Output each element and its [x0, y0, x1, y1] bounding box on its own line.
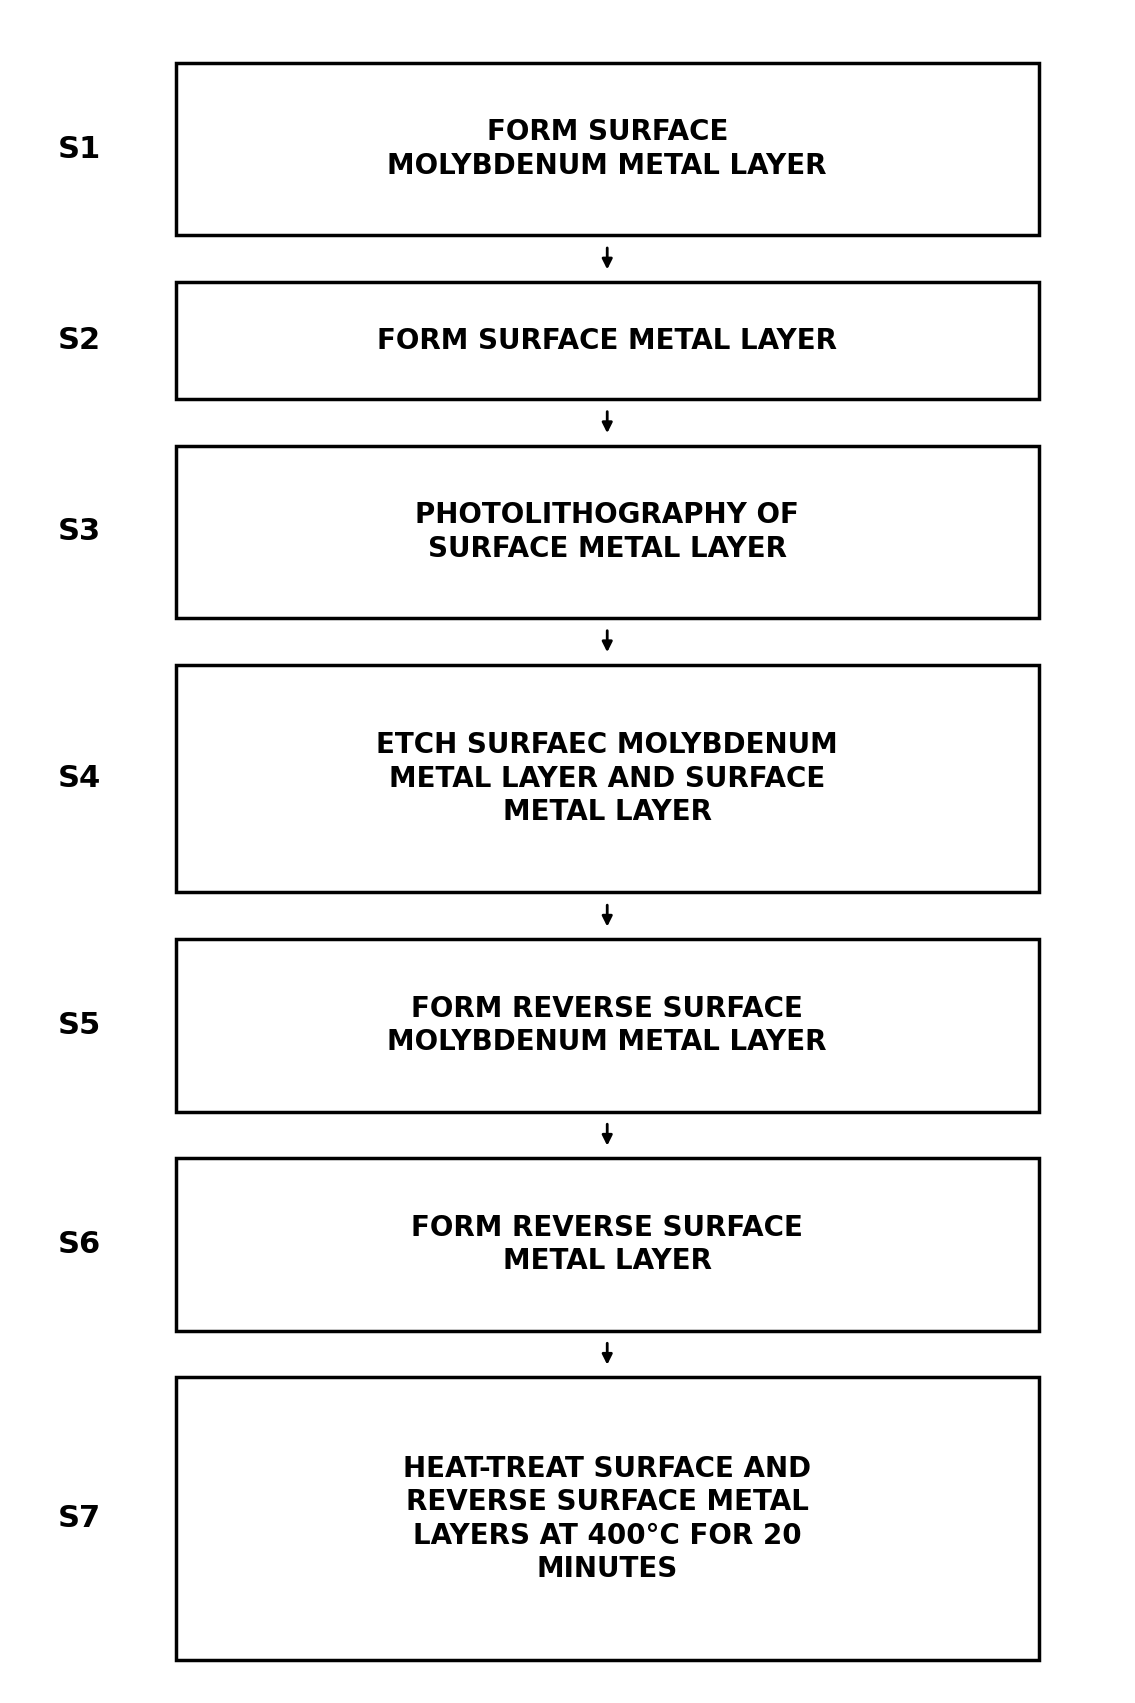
Text: S7: S7 — [58, 1504, 101, 1533]
Bar — [176, 940, 1039, 1112]
Bar — [176, 1158, 1039, 1330]
Bar — [176, 283, 1039, 399]
Text: PHOTOLITHOGRAPHY OF
SURFACE METAL LAYER: PHOTOLITHOGRAPHY OF SURFACE METAL LAYER — [415, 501, 799, 562]
Text: S1: S1 — [58, 135, 101, 163]
Bar — [176, 63, 1039, 235]
Text: FORM SURFACE METAL LAYER: FORM SURFACE METAL LAYER — [377, 327, 838, 354]
Text: ETCH SURFAEC MOLYBDENUM
METAL LAYER AND SURFACE
METAL LAYER: ETCH SURFAEC MOLYBDENUM METAL LAYER AND … — [377, 731, 838, 826]
Text: FORM REVERSE SURFACE
MOLYBDENUM METAL LAYER: FORM REVERSE SURFACE MOLYBDENUM METAL LA… — [387, 995, 827, 1056]
Text: HEAT-TREAT SURFACE AND
REVERSE SURFACE METAL
LAYERS AT 400°C FOR 20
MINUTES: HEAT-TREAT SURFACE AND REVERSE SURFACE M… — [403, 1454, 812, 1584]
Text: FORM REVERSE SURFACE
METAL LAYER: FORM REVERSE SURFACE METAL LAYER — [411, 1214, 804, 1276]
Bar — [176, 664, 1039, 892]
Text: S4: S4 — [58, 765, 101, 794]
Text: S6: S6 — [58, 1230, 101, 1259]
Text: FORM SURFACE
MOLYBDENUM METAL LAYER: FORM SURFACE MOLYBDENUM METAL LAYER — [387, 119, 827, 181]
Bar — [176, 1378, 1039, 1660]
Text: S2: S2 — [58, 325, 101, 354]
Text: S3: S3 — [58, 518, 101, 547]
Bar — [176, 446, 1039, 618]
Text: S5: S5 — [58, 1012, 101, 1041]
